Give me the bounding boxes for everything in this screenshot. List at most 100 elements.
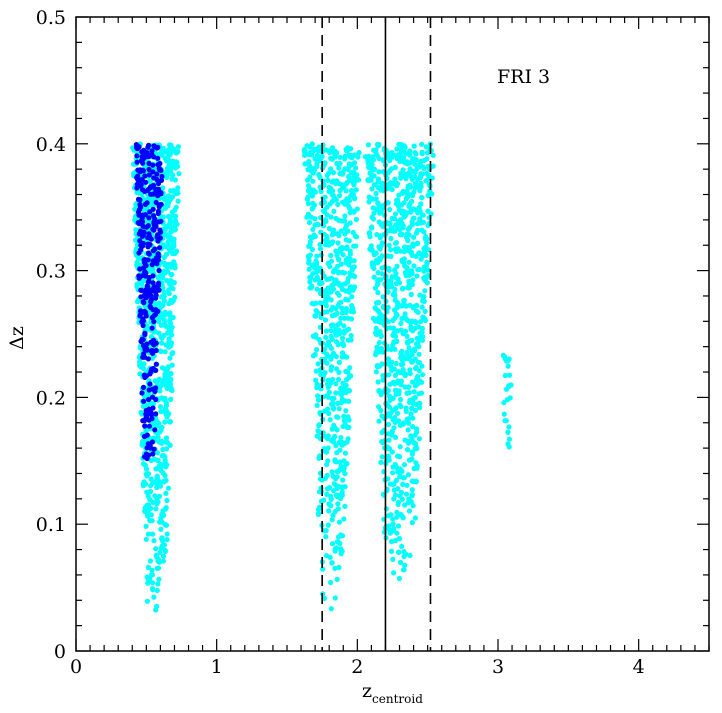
data-point [398, 175, 404, 181]
data-point [388, 512, 394, 518]
data-point [175, 198, 181, 204]
data-point [390, 464, 396, 470]
data-point [151, 435, 157, 441]
data-point [144, 415, 150, 421]
data-point [386, 437, 392, 443]
data-point [154, 171, 160, 177]
data-point [153, 411, 159, 417]
data-point [414, 273, 420, 279]
data-point [419, 363, 425, 369]
data-point [159, 148, 165, 154]
data-point [138, 409, 144, 416]
data-point [153, 480, 159, 486]
data-point [302, 148, 308, 154]
data-point [151, 222, 158, 228]
data-point [398, 170, 404, 176]
data-point [376, 219, 382, 225]
data-point [410, 503, 416, 509]
data-point [394, 146, 400, 152]
data-point [140, 212, 146, 218]
data-point [325, 522, 331, 528]
data-point [337, 160, 343, 167]
data-point [340, 423, 346, 430]
data-point [147, 241, 153, 248]
data-point [139, 336, 145, 342]
data-point [313, 313, 319, 319]
data-point [387, 168, 393, 174]
data-point [342, 201, 348, 207]
data-point [150, 162, 156, 168]
data-point [332, 457, 338, 463]
data-point [143, 523, 149, 529]
data-point [412, 347, 418, 354]
data-point [408, 249, 415, 256]
data-point [160, 446, 166, 453]
data-point [323, 334, 329, 340]
data-point [341, 281, 347, 287]
data-point [152, 216, 158, 222]
data-point [175, 144, 181, 150]
data-point [345, 279, 351, 285]
data-point [399, 543, 405, 549]
data-point [140, 322, 146, 329]
data-point [343, 288, 349, 294]
data-point [158, 190, 164, 196]
data-point [411, 143, 417, 149]
data-point [330, 178, 336, 184]
data-point [370, 315, 377, 321]
data-point [412, 325, 418, 331]
data-point [389, 432, 395, 438]
data-point [373, 369, 379, 375]
data-point [419, 195, 425, 201]
data-point [342, 484, 348, 490]
data-point [410, 206, 416, 212]
data-point [311, 202, 317, 208]
data-point [323, 328, 329, 334]
data-point [322, 160, 328, 166]
data-point [392, 176, 398, 182]
data-point [396, 280, 403, 286]
data-point [369, 214, 375, 220]
data-point [163, 464, 169, 470]
data-point [415, 164, 421, 170]
data-point [376, 299, 382, 305]
data-point [408, 326, 414, 332]
data-point [350, 179, 356, 185]
data-point [422, 308, 428, 314]
data-point [413, 253, 419, 259]
data-point [396, 391, 402, 397]
data-point [149, 572, 155, 578]
data-point [337, 439, 343, 445]
data-point [317, 242, 323, 248]
data-point [397, 559, 404, 566]
data-point [385, 453, 391, 459]
data-point [157, 549, 163, 556]
data-point [335, 342, 341, 348]
data-point [425, 192, 431, 198]
data-point [165, 193, 172, 199]
data-point [388, 548, 395, 555]
data-point [407, 397, 413, 403]
data-point [136, 275, 142, 281]
y-tick-label: 0.4 [36, 134, 66, 156]
data-point [403, 151, 409, 157]
data-point [503, 386, 510, 392]
data-point [135, 209, 142, 215]
data-point [407, 148, 413, 154]
data-point [169, 362, 175, 368]
x-tick-label: 3 [492, 656, 504, 678]
data-point [334, 427, 340, 433]
data-point [168, 297, 174, 303]
data-point [172, 207, 178, 213]
data-point [347, 365, 353, 371]
data-point [378, 459, 384, 465]
data-point [153, 347, 159, 354]
data-point [306, 266, 312, 272]
data-point [325, 445, 331, 451]
data-point [338, 299, 344, 305]
data-point [165, 234, 171, 240]
data-point [168, 284, 174, 290]
data-point [152, 493, 158, 499]
data-point [401, 297, 407, 303]
data-point [155, 274, 161, 280]
